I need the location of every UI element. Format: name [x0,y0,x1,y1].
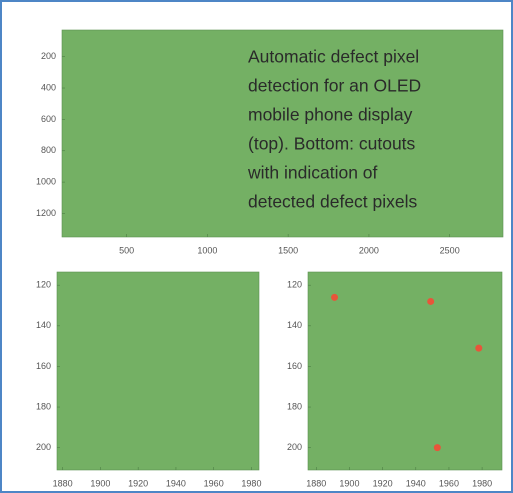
x-tick-label: 1980 [241,478,261,488]
x-tick-label: 1000 [197,245,217,255]
figure: 200 400 600 800 1000 1200 500 1000 1500 2000 2500 A… [0,0,513,493]
x-tick-label: 1940 [166,478,186,488]
x-tick-label: 2500 [440,245,460,255]
y-tick-label: 600 [41,114,56,124]
page: {"chart_data": [ {"type": "image", "colo… [0,0,513,493]
y-tick-label: 120 [36,280,51,290]
annotation-line: mobile phone display [248,105,413,125]
image-panel [57,272,259,470]
defect-marker [427,298,434,305]
defect-marker [434,444,441,451]
y-tick-label: 200 [41,51,56,61]
x-tick-label: 1920 [373,478,393,488]
x-tick-label: 1920 [128,478,148,488]
annotation-line: detected defect pixels [248,192,418,212]
y-tick-label: 1200 [36,208,56,218]
y-tick-label: 200 [36,442,51,452]
x-tick-label: 500 [119,245,134,255]
annotation-line: detection for an OLED [248,76,421,96]
y-tick-label: 180 [287,401,302,411]
y-tick-label: 160 [287,361,302,371]
y-tick-label: 800 [41,145,56,155]
x-tick-label: 1960 [204,478,224,488]
x-tick-label: 1900 [90,478,110,488]
defect-marker [475,345,482,352]
y-tick-label: 400 [41,82,56,92]
x-tick-label: 1980 [472,478,492,488]
annotation-line: Automatic defect pixel [248,47,419,67]
x-tick-label: 2000 [359,245,379,255]
x-tick-label: 1940 [406,478,426,488]
x-tick-label: 1880 [53,478,73,488]
y-tick-label: 1000 [36,176,56,186]
y-tick-label: 120 [287,280,302,290]
x-tick-label: 1880 [306,478,326,488]
defect-marker [331,294,338,301]
y-tick-label: 160 [36,361,51,371]
y-tick-label: 140 [36,320,51,330]
x-tick-label: 1960 [439,478,459,488]
image-panel [308,272,502,470]
y-tick-label: 200 [287,442,302,452]
y-tick-label: 140 [287,320,302,330]
x-tick-label: 1900 [339,478,359,488]
x-tick-label: 1500 [278,245,298,255]
y-tick-label: 180 [36,401,51,411]
annotation-line: with indication of [247,163,378,183]
annotation-line: (top). Bottom: cutouts [248,134,416,154]
